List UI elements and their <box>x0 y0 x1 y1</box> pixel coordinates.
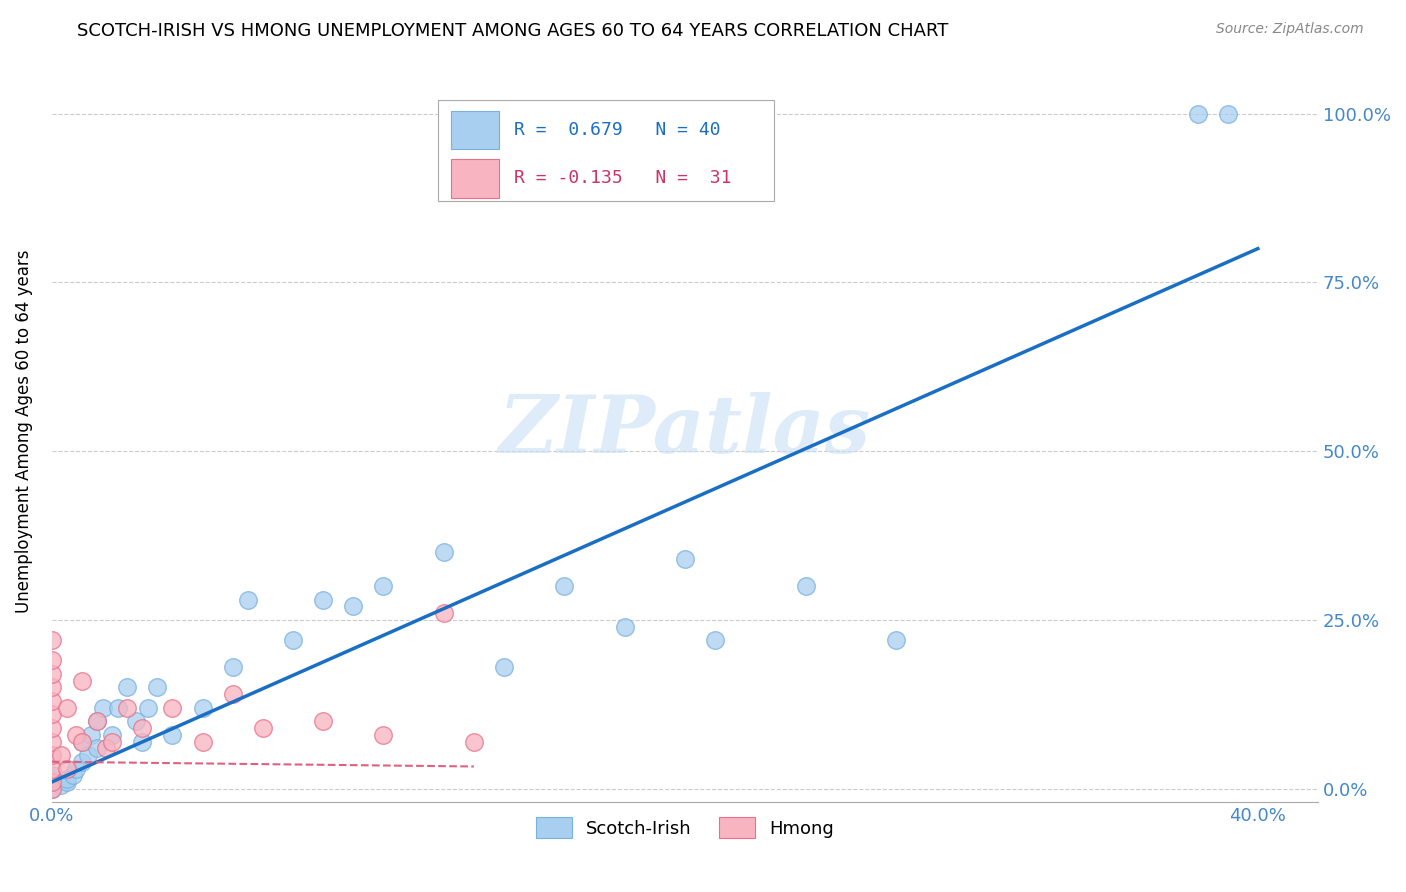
Point <box>70 734 93 748</box>
Point <box>41 707 63 722</box>
Text: SCOTCH-IRISH VS HMONG UNEMPLOYMENT AMONG AGES 60 TO 64 YEARS CORRELATION CHART: SCOTCH-IRISH VS HMONG UNEMPLOYMENT AMONG… <box>77 22 949 40</box>
Point <box>56 762 79 776</box>
Point <box>794 579 817 593</box>
Point <box>146 681 169 695</box>
Point <box>70 673 93 688</box>
Point <box>41 633 63 648</box>
Point <box>56 772 79 786</box>
Point <box>41 694 63 708</box>
Point <box>884 633 907 648</box>
Point <box>41 775 63 789</box>
Point <box>41 747 63 762</box>
Point <box>41 775 63 789</box>
Point <box>94 741 117 756</box>
Point <box>101 734 124 748</box>
Point <box>41 681 63 695</box>
Point <box>115 700 138 714</box>
Point <box>131 734 153 748</box>
Point <box>492 660 515 674</box>
Point <box>65 762 87 776</box>
Y-axis label: Unemployment Among Ages 60 to 64 years: Unemployment Among Ages 60 to 64 years <box>15 249 32 613</box>
Point <box>86 714 108 729</box>
Point <box>70 734 93 748</box>
Point <box>125 714 148 729</box>
FancyBboxPatch shape <box>439 101 773 201</box>
Point <box>673 552 696 566</box>
Point <box>463 734 485 748</box>
Point <box>91 700 114 714</box>
Point <box>131 721 153 735</box>
Point <box>191 700 214 714</box>
Point <box>252 721 274 735</box>
Point <box>433 606 456 620</box>
Point <box>1216 106 1239 120</box>
Point <box>56 700 79 714</box>
Point <box>41 762 63 776</box>
Point <box>41 781 63 796</box>
Text: R =  0.679   N = 40: R = 0.679 N = 40 <box>515 121 721 139</box>
Point <box>221 687 243 701</box>
Point <box>236 592 259 607</box>
Point <box>49 747 72 762</box>
Point <box>65 728 87 742</box>
Point <box>49 778 72 792</box>
FancyBboxPatch shape <box>451 111 499 150</box>
Point <box>86 714 108 729</box>
Point <box>41 781 63 796</box>
Point <box>433 545 456 559</box>
Point <box>136 700 159 714</box>
Point <box>162 728 184 742</box>
Point <box>312 714 335 729</box>
Point <box>704 633 727 648</box>
Point <box>613 620 636 634</box>
Point <box>70 755 93 769</box>
Point <box>312 592 335 607</box>
Point <box>77 747 100 762</box>
Point <box>62 768 84 782</box>
Point <box>41 653 63 667</box>
Point <box>221 660 243 674</box>
Text: ZIPatlas: ZIPatlas <box>499 392 870 470</box>
Point <box>101 728 124 742</box>
Text: R = -0.135   N =  31: R = -0.135 N = 31 <box>515 169 731 187</box>
Legend: Scotch-Irish, Hmong: Scotch-Irish, Hmong <box>529 810 841 846</box>
Point <box>41 734 63 748</box>
Point <box>107 700 129 714</box>
Point <box>80 728 103 742</box>
Point <box>281 633 304 648</box>
Point <box>86 741 108 756</box>
Point <box>56 775 79 789</box>
Point <box>553 579 575 593</box>
Point <box>162 700 184 714</box>
Point <box>1187 106 1209 120</box>
Point <box>41 721 63 735</box>
Text: Source: ZipAtlas.com: Source: ZipAtlas.com <box>1216 22 1364 37</box>
Point <box>115 681 138 695</box>
Point <box>41 667 63 681</box>
Point <box>373 728 395 742</box>
Point <box>191 734 214 748</box>
Point <box>342 599 364 614</box>
FancyBboxPatch shape <box>451 159 499 198</box>
Point <box>373 579 395 593</box>
Point <box>41 768 63 782</box>
